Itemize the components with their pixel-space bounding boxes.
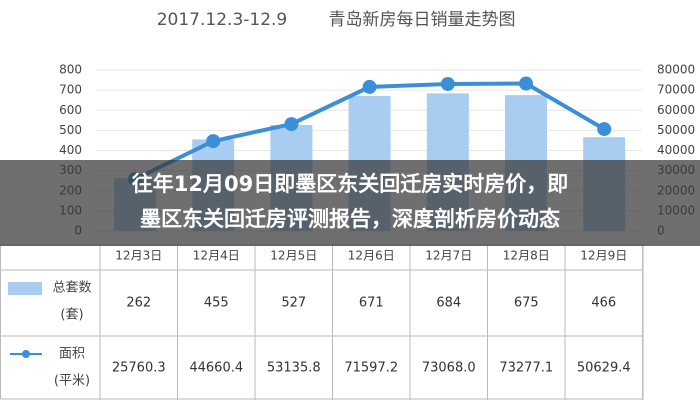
legend-label: 面积 [59, 347, 85, 362]
legend-unit: (平米) [54, 374, 90, 389]
y2-tick-label: 60000 [657, 103, 695, 117]
line-point [206, 134, 221, 149]
chart-title: 2017.12.3-12.9 [157, 10, 288, 30]
overlay-text: 往年12月09日即墨区东关回迁房实时房价，即 [132, 172, 568, 196]
table-value: 527 [281, 296, 306, 311]
x-tick-label: 12月4日 [193, 249, 240, 263]
x-tick-label: 12月9日 [580, 249, 627, 263]
line-point [597, 122, 612, 137]
table-value: 455 [204, 296, 229, 311]
line-point [440, 76, 455, 91]
y2-tick-label: 70000 [657, 83, 695, 97]
chart-subtitle: 青岛新房每日销量走势图 [329, 10, 516, 30]
x-tick-label: 12月8日 [503, 249, 550, 263]
table-value: 262 [126, 296, 151, 311]
overlay-band [0, 160, 700, 246]
table-value: 50629.4 [577, 361, 631, 376]
table-value: 25760.3 [112, 361, 166, 376]
table-value: 71597.2 [344, 361, 398, 376]
table-value: 44660.4 [189, 361, 243, 376]
y2-tick-label: 40000 [657, 143, 695, 157]
table-value: 73277.1 [499, 361, 553, 376]
line-point [519, 76, 533, 91]
y-tick-label: 600 [59, 103, 82, 117]
table-value: 684 [436, 296, 461, 311]
table-value: 675 [514, 296, 539, 311]
line-point [284, 117, 299, 132]
y-tick-label: 700 [59, 83, 82, 97]
legend-swatch [8, 282, 42, 295]
legend-dot [22, 350, 30, 358]
x-tick-label: 12月7日 [425, 249, 472, 263]
table-value: 466 [591, 296, 616, 311]
y2-tick-label: 50000 [657, 123, 695, 137]
overlay-text: 墨区东关回迁房评测报告，深度剖析房价动态 [140, 207, 560, 231]
table-value: 73068.0 [422, 361, 476, 376]
legend-unit: (套) [60, 307, 83, 323]
line-point [362, 79, 377, 94]
y-tick-label: 500 [59, 123, 82, 137]
x-tick-label: 12月5日 [270, 249, 317, 263]
y-tick-label: 400 [59, 143, 82, 157]
table-value: 671 [359, 296, 384, 311]
table-frame [0, 244, 644, 400]
table-value: 53135.8 [267, 361, 321, 376]
y-tick-label: 800 [59, 63, 82, 77]
x-tick-label: 12月3日 [115, 249, 162, 263]
legend-label: 总套数 [52, 280, 91, 296]
y2-tick-label: 80000 [657, 63, 695, 77]
x-tick-label: 12月6日 [348, 249, 395, 263]
